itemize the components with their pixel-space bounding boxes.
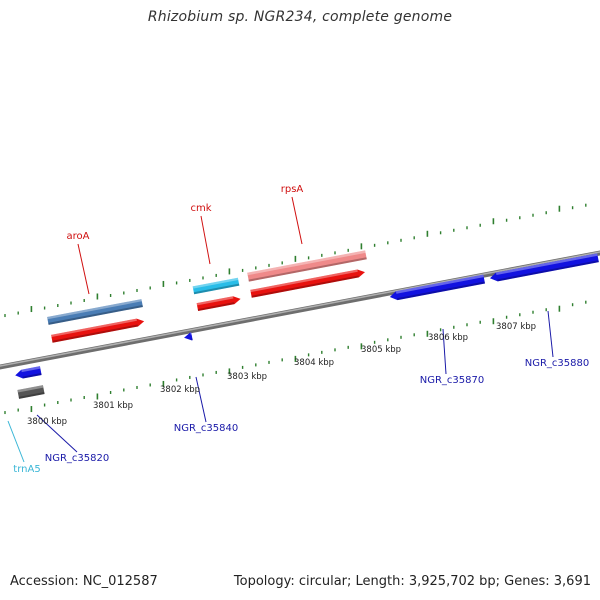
label-leader-line [7,420,25,463]
gene-label[interactable]: NGR_c35840 [174,423,239,434]
label-leaders [7,196,554,463]
aroA-gene-feature [51,318,145,343]
ruler-tick-label: 3803 kbp [227,372,267,382]
ruler-tick-label: 3804 kbp [294,358,334,368]
ruler-tick-label: 3801 kbp [93,401,133,411]
label-leader-line [442,328,447,375]
gene-label[interactable]: rpsA [281,184,304,195]
gene-label[interactable]: NGR_c35820 [45,453,110,464]
cmk-gene-feature [196,296,241,312]
NGR_c35810-feature [15,366,42,379]
ruler-tick-label: 3807 kbp [496,322,536,332]
aroA-cds-feature [47,299,143,325]
gene-label[interactable]: aroA [67,231,90,242]
rpsA-gene-feature [250,269,365,298]
inner-ruler [4,300,587,415]
gene-label[interactable]: NGR_c35870 [420,375,485,386]
gene-label[interactable]: trnA5 [13,464,40,475]
label-leader-line [77,243,90,295]
gene-label[interactable]: cmk [190,203,211,214]
label-leader-line [195,376,207,423]
rpsA-cds-feature [247,250,367,282]
ruler-tick-labels: 3800 kbp 3801 kbp 3802 kbp 3803 kbp 3804 kbp… [27,322,536,427]
genome-summary-text: Topology: circular; Length: 3,925,702 bp… [233,574,591,589]
label-leader-line [547,310,554,358]
ruler-tick-label: 3806 kbp [428,333,468,343]
backbone-highlight [0,251,600,367]
label-leader-line [36,414,78,453]
outer-ruler [4,203,587,318]
gene-label[interactable]: NGR_c35880 [525,358,590,369]
accession-text: Accession: NC_012587 [10,574,158,589]
small-gene-feature [184,332,193,341]
map-title: Rhizobium sp. NGR234, complete genome [147,9,453,25]
ruler-tick-label: 3800 kbp [27,417,67,427]
ruler-tick-label: 3802 kbp [160,385,200,395]
ruler-tick-label: 3805 kbp [361,345,401,355]
gray-gene-feature [17,385,45,399]
label-leader-line [291,196,303,245]
NGR_c35870-feature [389,274,485,301]
NGR_c35880-feature [489,253,599,282]
gene-features [15,250,599,399]
gene-labels: aroA cmk rpsA NGR_c35820 NGR_c35840 NGR_c3587… [13,184,589,475]
cmk-cds-feature [192,277,240,295]
label-leader-line [200,215,211,265]
